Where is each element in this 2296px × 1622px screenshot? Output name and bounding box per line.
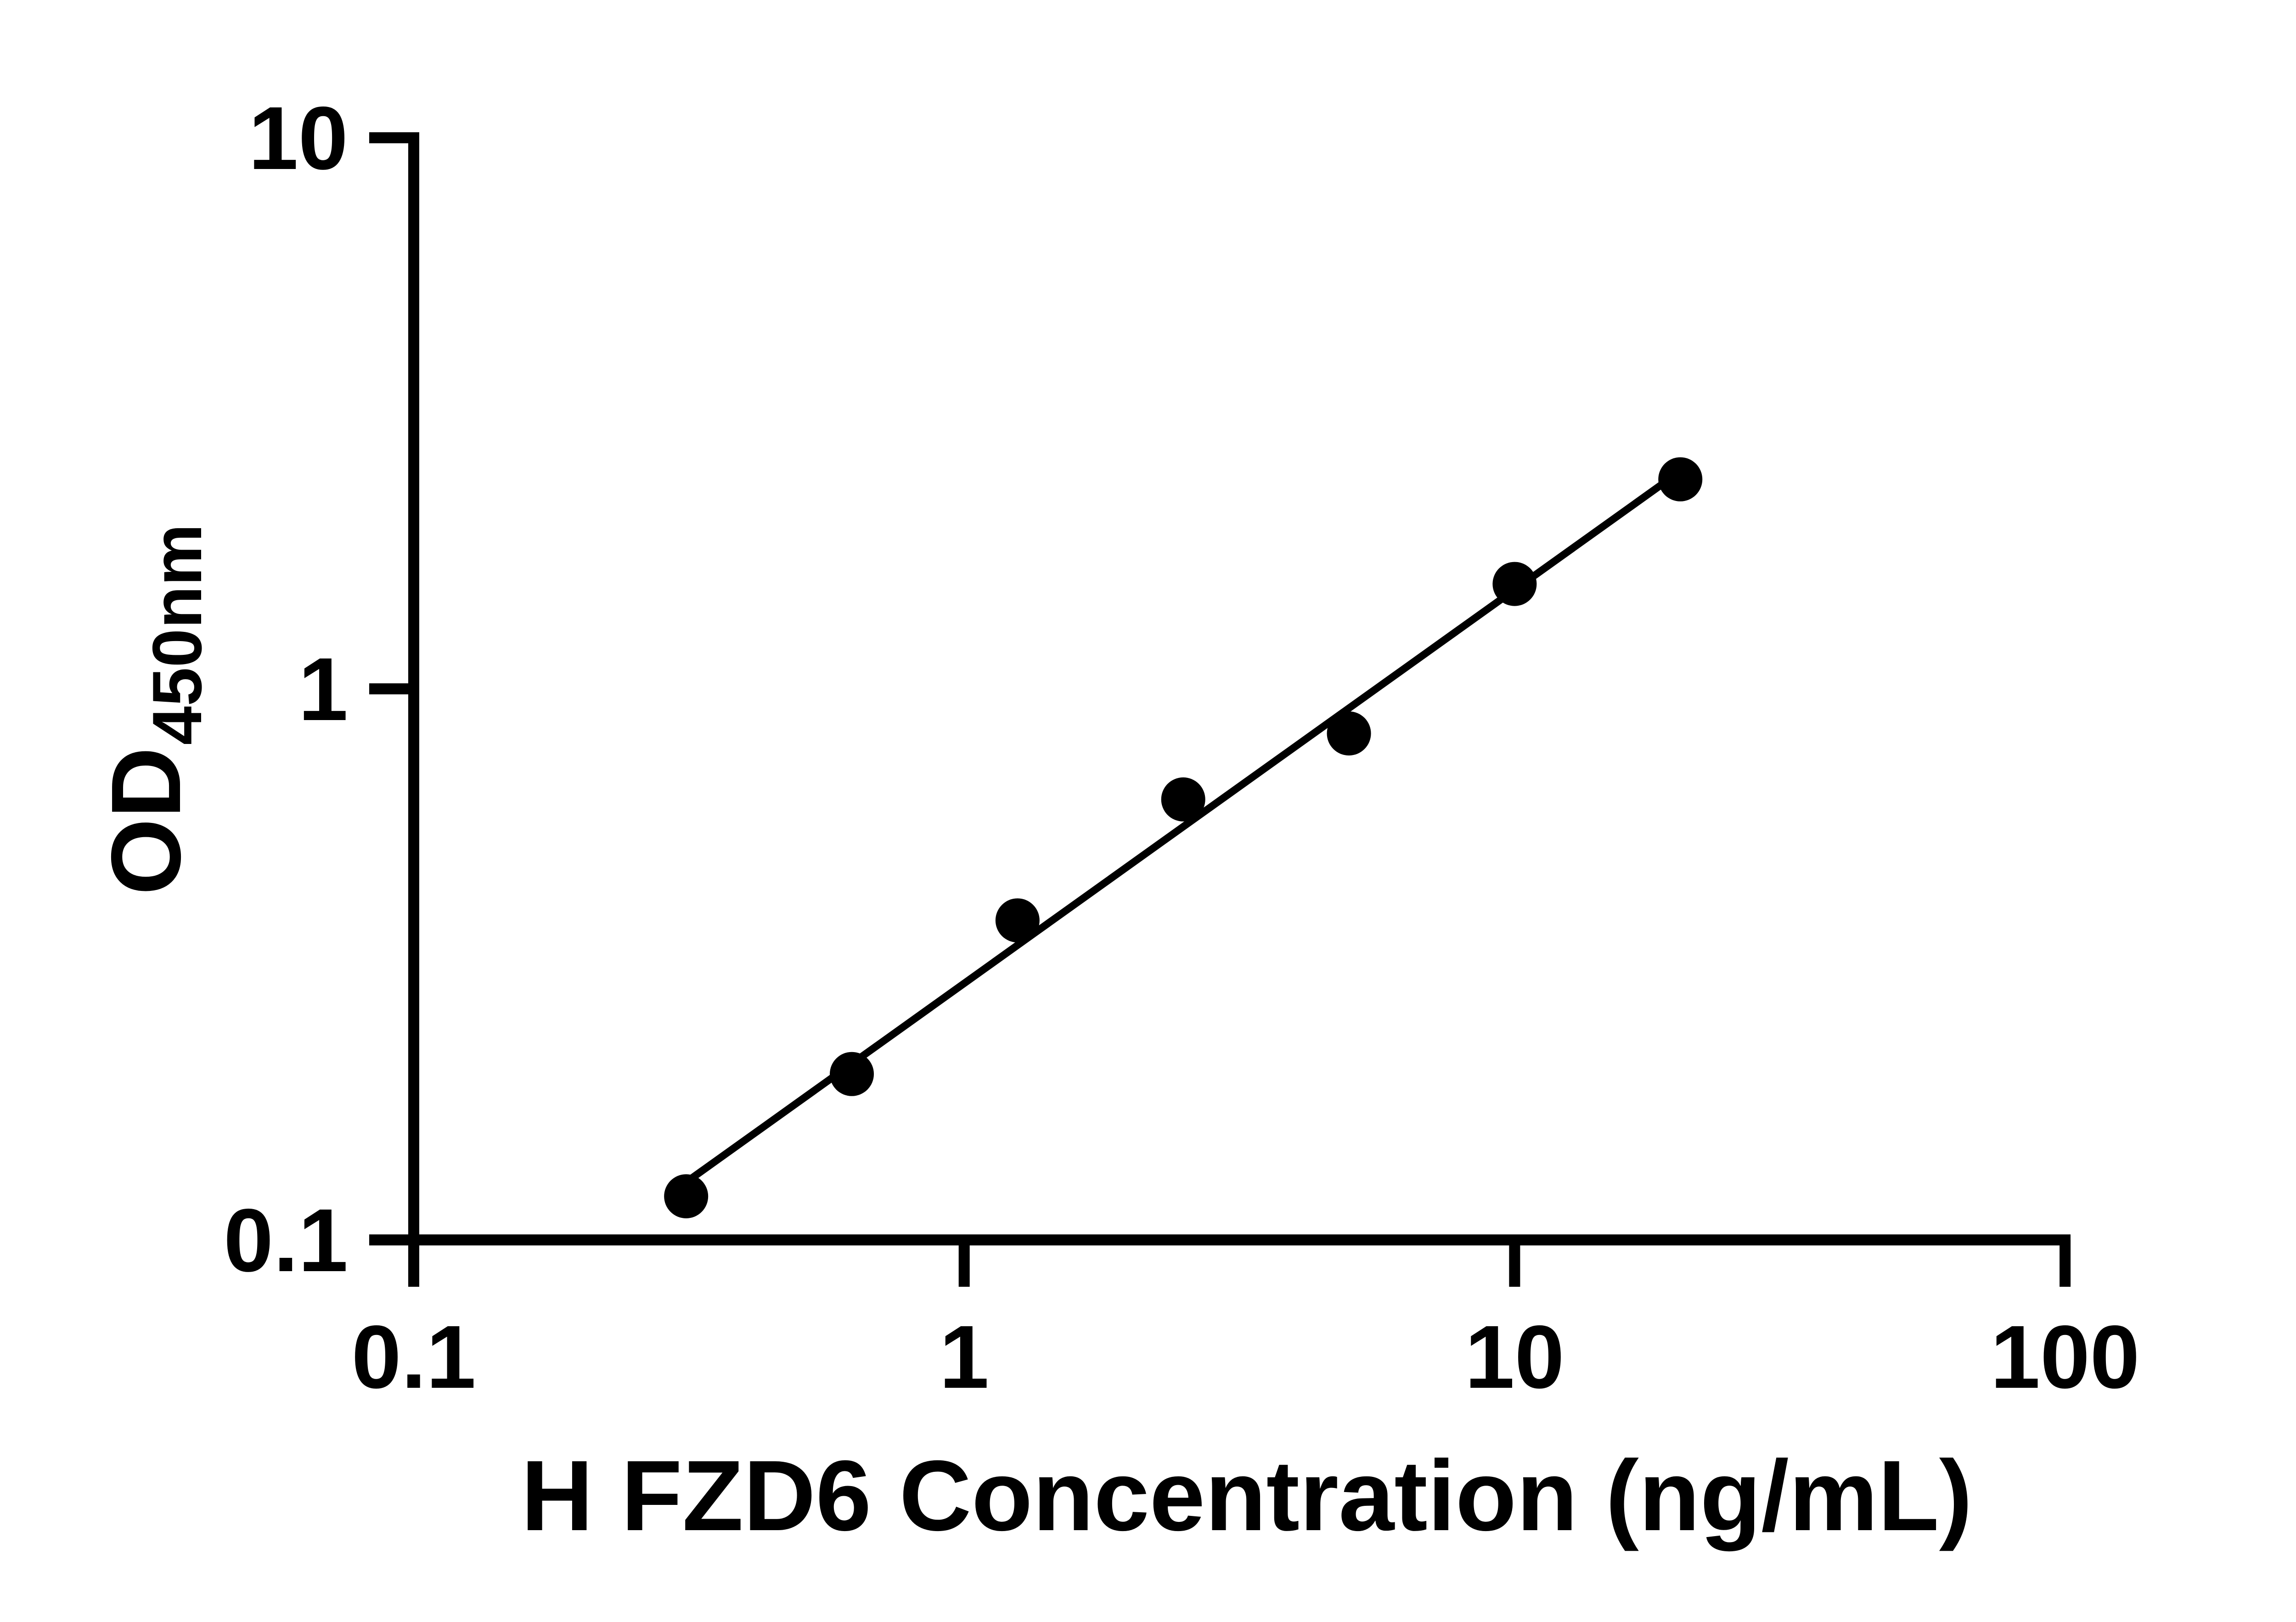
y-axis-title-subscript: 450nm bbox=[138, 524, 216, 745]
data-point bbox=[995, 898, 1040, 943]
data-point bbox=[1161, 777, 1205, 822]
data-point bbox=[1658, 457, 1703, 501]
axes bbox=[408, 132, 2071, 1245]
x-tick-label: 1 bbox=[939, 1307, 989, 1407]
y-tick-label: 0.1 bbox=[224, 1190, 348, 1290]
x-tick-label: 10 bbox=[1465, 1307, 1564, 1407]
data-point bbox=[830, 1052, 874, 1096]
y-axis-title: OD 450nm bbox=[90, 524, 216, 895]
tick-marks bbox=[369, 132, 2071, 1287]
y-tick-label: 10 bbox=[248, 88, 348, 188]
data-point bbox=[1492, 562, 1537, 606]
x-tick-label: 100 bbox=[1990, 1307, 2139, 1407]
y-axis-title-main: OD bbox=[90, 747, 201, 895]
plot-area bbox=[664, 457, 1703, 1218]
x-axis-title: H FZD6 Concentration (ng/mL) bbox=[521, 1440, 1973, 1552]
data-point bbox=[1327, 711, 1371, 756]
tick-labels: 0.1 1 10 100 0.1 1 10 bbox=[224, 88, 2140, 1407]
data-point bbox=[664, 1174, 709, 1218]
x-tick-label: 0.1 bbox=[351, 1307, 476, 1407]
y-tick-label: 1 bbox=[298, 639, 348, 739]
